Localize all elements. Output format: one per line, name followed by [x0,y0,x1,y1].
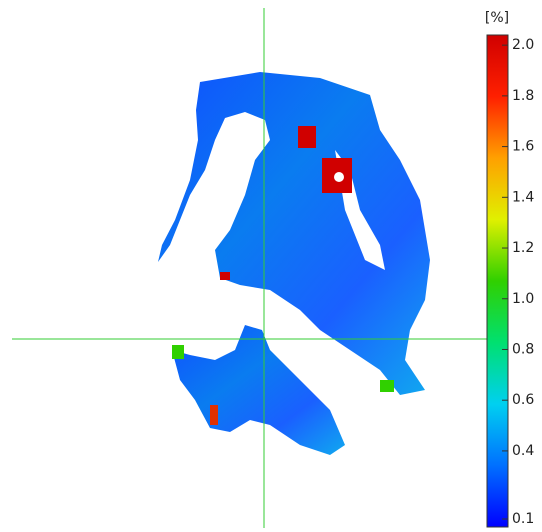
colorbar-tick-label: 0.6 [512,392,534,408]
colorbar-tick-label: 2.0 [512,37,534,53]
colorbar-tick-label: 1.4 [512,189,534,205]
colorbar-tick-label: 1.0 [512,291,534,307]
colorbar-tick-label: 0.1 [512,511,534,527]
hot-spot [220,272,230,280]
void [334,172,344,182]
hot-spot [172,345,184,359]
colorbar-tick-label: 1.6 [512,139,534,155]
heatmap-region [158,72,430,455]
heatmap-blob [172,325,345,455]
colorbar-tick-label: 1.2 [512,240,534,256]
colorbar-label: [%] [485,10,509,26]
colorbar-tick-label: 1.8 [512,88,534,104]
hot-spot [210,405,218,425]
hot-spot [380,380,394,392]
colorbar-tick-label: 0.8 [512,341,534,357]
colorbar [486,34,509,528]
colorbar-tick-label: 0.4 [512,443,534,459]
hot-spot [298,126,316,148]
heatmap-blob [158,72,430,395]
